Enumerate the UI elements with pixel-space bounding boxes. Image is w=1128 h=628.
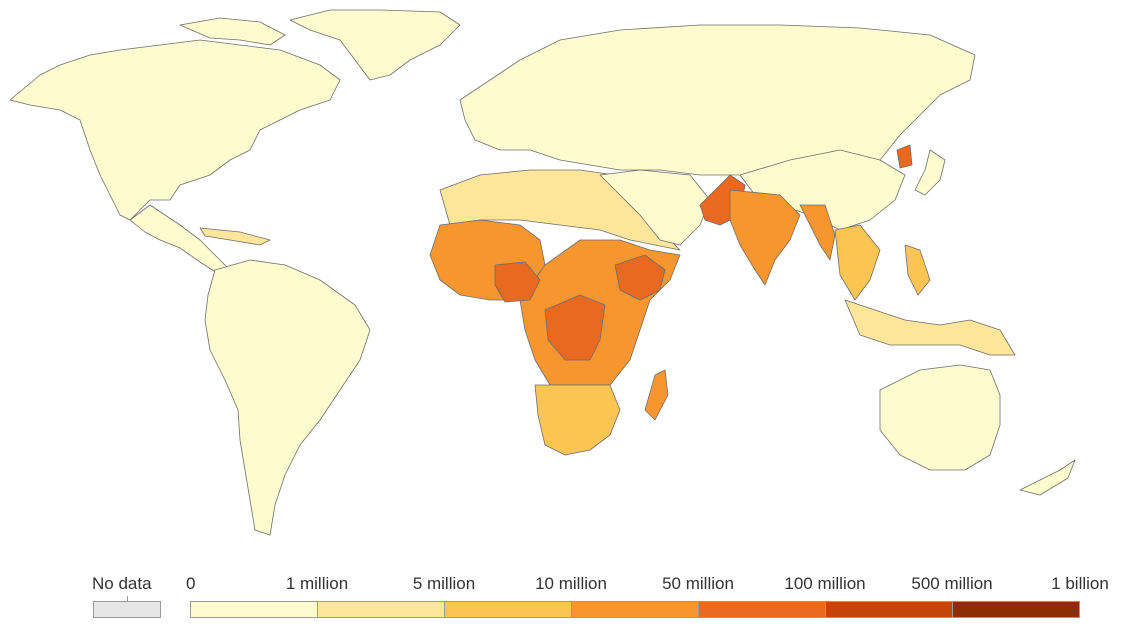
- legend-tick-1: 1 million: [285, 574, 349, 593]
- legend-tick-3: 10 million: [535, 574, 607, 593]
- world-choropleth-map: [9, 9, 1076, 536]
- legend-bin-3[interactable]: [572, 602, 699, 617]
- legend-bin-6[interactable]: [953, 602, 1079, 617]
- region-south-america[interactable]: [204, 259, 371, 536]
- region-greenland[interactable]: [289, 9, 461, 81]
- legend-tick-0: 0: [186, 574, 196, 593]
- region-ethiopia[interactable]: [614, 254, 666, 301]
- region-indonesia[interactable]: [844, 299, 1016, 356]
- legend-bin-5[interactable]: [826, 602, 953, 617]
- region-nigeria[interactable]: [494, 261, 541, 303]
- region-canada-islands[interactable]: [179, 17, 286, 46]
- legend-tick-7: 1 billion: [1051, 574, 1109, 593]
- legend-bin-2[interactable]: [445, 602, 572, 617]
- region-new-zealand[interactable]: [1019, 459, 1076, 496]
- legend-tick-4: 50 million: [662, 574, 734, 593]
- legend-color-scale: [190, 601, 1080, 618]
- region-philippines[interactable]: [904, 244, 931, 296]
- legend-no-data-tick: [127, 596, 128, 602]
- legend-tick-2: 5 million: [412, 574, 476, 593]
- region-north-america[interactable]: [9, 39, 341, 221]
- region-southern-africa[interactable]: [534, 384, 621, 456]
- region-japan[interactable]: [914, 149, 946, 196]
- legend-tick-6: 500 million: [911, 574, 993, 593]
- region-central-america[interactable]: [129, 204, 231, 276]
- legend-bin-0[interactable]: [191, 602, 318, 617]
- legend-bin-4[interactable]: [699, 602, 826, 617]
- region-myanmar-bangladesh[interactable]: [799, 204, 836, 261]
- region-caribbean[interactable]: [199, 227, 271, 246]
- region-india[interactable]: [729, 189, 801, 286]
- region-middle-east[interactable]: [599, 169, 711, 246]
- region-dr-congo[interactable]: [544, 294, 606, 361]
- legend-bin-1[interactable]: [318, 602, 445, 617]
- region-southeast-asia[interactable]: [834, 224, 881, 301]
- region-madagascar[interactable]: [644, 369, 669, 421]
- region-australia[interactable]: [879, 364, 1001, 471]
- legend-tick-5: 100 million: [784, 574, 866, 593]
- legend-no-data-swatch: [93, 601, 161, 618]
- region-north-korea[interactable]: [896, 144, 913, 169]
- legend-no-data-label: No data: [92, 574, 152, 593]
